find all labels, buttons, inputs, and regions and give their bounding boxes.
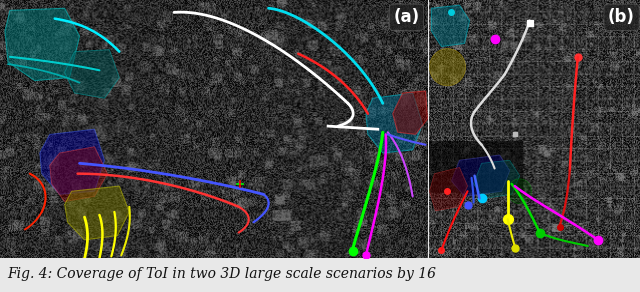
Text: (a): (a) (394, 8, 420, 26)
Circle shape (429, 48, 465, 86)
Polygon shape (431, 5, 470, 46)
Polygon shape (393, 91, 428, 134)
Polygon shape (451, 155, 509, 197)
Polygon shape (429, 167, 468, 211)
Polygon shape (474, 160, 520, 199)
Polygon shape (65, 186, 129, 240)
Circle shape (508, 179, 532, 204)
Polygon shape (65, 50, 119, 98)
Polygon shape (5, 8, 79, 81)
Text: (b): (b) (608, 8, 635, 26)
Polygon shape (40, 129, 104, 194)
Text: Fig. 4: Coverage of ToI in two 3D large scale scenarios by 16: Fig. 4: Coverage of ToI in two 3D large … (8, 267, 436, 281)
Polygon shape (366, 93, 422, 153)
Polygon shape (50, 147, 108, 201)
